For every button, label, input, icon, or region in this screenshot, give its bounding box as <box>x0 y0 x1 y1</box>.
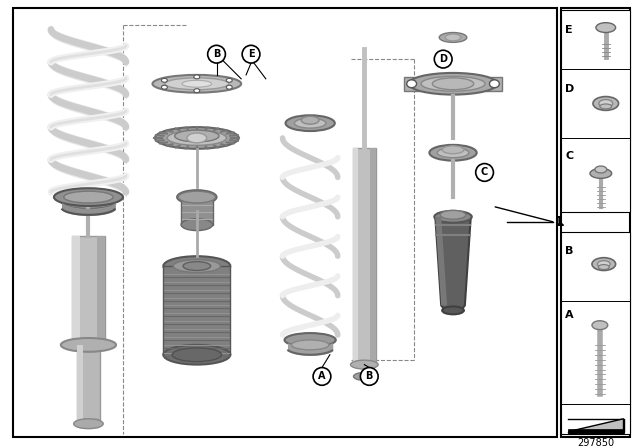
Ellipse shape <box>440 211 466 219</box>
Bar <box>97 237 105 345</box>
Circle shape <box>313 367 331 385</box>
Ellipse shape <box>291 340 329 350</box>
Ellipse shape <box>598 265 609 270</box>
Ellipse shape <box>442 306 464 314</box>
Ellipse shape <box>592 258 616 271</box>
Text: C: C <box>481 168 488 177</box>
Polygon shape <box>435 217 471 310</box>
Ellipse shape <box>182 80 212 87</box>
Ellipse shape <box>61 195 116 209</box>
Ellipse shape <box>54 188 123 206</box>
Bar <box>163 266 230 355</box>
Text: B: B <box>365 371 373 381</box>
Bar <box>561 232 630 434</box>
Ellipse shape <box>187 133 207 143</box>
Ellipse shape <box>445 34 461 41</box>
Circle shape <box>242 45 260 63</box>
Bar <box>561 8 630 436</box>
Ellipse shape <box>194 89 200 93</box>
Bar <box>72 237 105 345</box>
Bar <box>77 345 83 424</box>
Text: A: A <box>565 310 574 320</box>
Ellipse shape <box>167 130 227 145</box>
Ellipse shape <box>433 78 474 90</box>
Text: 1: 1 <box>554 215 564 229</box>
Bar <box>13 8 557 436</box>
Text: C: C <box>565 151 573 161</box>
Ellipse shape <box>421 76 485 91</box>
Ellipse shape <box>194 75 200 79</box>
Ellipse shape <box>177 190 216 204</box>
Bar <box>77 345 100 424</box>
Ellipse shape <box>442 146 464 154</box>
Ellipse shape <box>599 99 612 108</box>
Text: D: D <box>439 54 447 64</box>
Ellipse shape <box>227 85 232 89</box>
Ellipse shape <box>172 348 221 362</box>
Circle shape <box>435 50 452 68</box>
Ellipse shape <box>406 80 417 88</box>
Bar <box>353 148 376 365</box>
Bar <box>72 237 79 345</box>
Ellipse shape <box>285 333 336 347</box>
Ellipse shape <box>183 262 211 271</box>
Ellipse shape <box>439 33 467 43</box>
Ellipse shape <box>301 116 319 124</box>
Ellipse shape <box>163 345 230 365</box>
Polygon shape <box>568 419 623 431</box>
Ellipse shape <box>173 260 220 272</box>
Ellipse shape <box>181 219 212 231</box>
Text: E: E <box>248 49 254 59</box>
Ellipse shape <box>155 127 239 149</box>
Ellipse shape <box>435 211 472 223</box>
Bar <box>371 148 376 365</box>
Ellipse shape <box>596 23 616 33</box>
Circle shape <box>476 164 493 181</box>
Ellipse shape <box>175 130 219 142</box>
Ellipse shape <box>600 104 612 109</box>
Bar <box>181 197 212 224</box>
Ellipse shape <box>161 78 167 82</box>
Ellipse shape <box>178 191 216 203</box>
Ellipse shape <box>152 75 241 93</box>
Ellipse shape <box>64 191 113 203</box>
Ellipse shape <box>161 85 167 89</box>
Text: E: E <box>565 25 573 34</box>
Ellipse shape <box>429 145 477 161</box>
Ellipse shape <box>592 321 608 330</box>
Text: D: D <box>565 84 575 94</box>
Circle shape <box>360 367 378 385</box>
Text: B: B <box>565 246 573 256</box>
Ellipse shape <box>597 261 610 267</box>
Ellipse shape <box>490 80 499 88</box>
Text: A: A <box>318 371 326 381</box>
Ellipse shape <box>294 118 326 128</box>
Ellipse shape <box>353 372 375 380</box>
Ellipse shape <box>595 166 607 173</box>
Circle shape <box>207 45 225 63</box>
Ellipse shape <box>437 148 468 158</box>
Bar <box>79 419 99 426</box>
Ellipse shape <box>227 78 232 82</box>
Text: 297850: 297850 <box>577 439 614 448</box>
Polygon shape <box>435 217 447 306</box>
Ellipse shape <box>285 115 335 131</box>
Ellipse shape <box>74 419 103 429</box>
Text: 1: 1 <box>554 215 563 228</box>
Bar <box>353 148 358 365</box>
Text: B: B <box>213 49 220 59</box>
Bar <box>404 77 422 90</box>
Ellipse shape <box>163 256 230 276</box>
Bar <box>484 77 502 90</box>
Ellipse shape <box>593 97 619 110</box>
Ellipse shape <box>590 168 612 178</box>
Bar <box>561 10 630 212</box>
Ellipse shape <box>61 338 116 352</box>
Ellipse shape <box>351 360 378 369</box>
Ellipse shape <box>409 73 497 95</box>
Bar <box>568 429 623 434</box>
Ellipse shape <box>164 78 229 90</box>
